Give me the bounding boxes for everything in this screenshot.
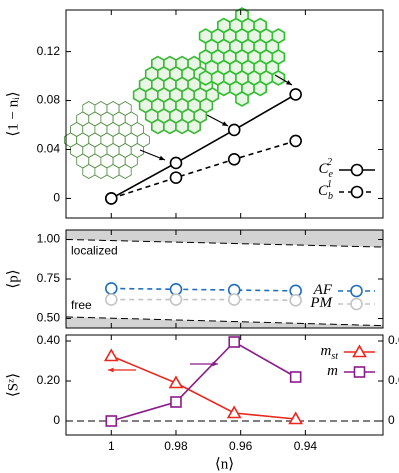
legend-sup: 1 xyxy=(327,179,332,190)
hexagon xyxy=(118,164,132,179)
marker xyxy=(169,282,183,296)
arrow-head xyxy=(108,367,114,373)
marker xyxy=(353,366,366,378)
y-axis-label: ⟨p⟩ xyxy=(5,269,21,288)
plot-frame xyxy=(65,334,384,436)
region xyxy=(66,316,383,328)
legend-name: C xyxy=(318,183,329,199)
marker xyxy=(289,134,302,148)
hexagon xyxy=(187,118,201,135)
marker xyxy=(352,344,367,358)
marker xyxy=(168,375,184,389)
y-tick-label: 0.50 xyxy=(37,311,61,325)
marker xyxy=(104,293,118,306)
hexagon xyxy=(217,80,231,97)
y-axis-label: ⟨Sᶻ⟩ xyxy=(5,373,21,397)
marker xyxy=(170,396,182,408)
legend-name: m xyxy=(327,363,338,379)
legend-name: PM xyxy=(309,295,333,311)
region-label: free xyxy=(71,298,92,312)
plot-frame xyxy=(65,9,384,219)
hexagon xyxy=(82,164,96,179)
series-line xyxy=(111,298,296,302)
hexagon xyxy=(235,91,249,107)
region-boundary xyxy=(65,238,384,248)
legend-label: AF xyxy=(313,282,333,298)
arrow-head xyxy=(212,361,218,367)
y2-tick-label: 0.02 xyxy=(388,373,399,387)
region-boundary xyxy=(65,316,384,327)
x-tick-label: 0.94 xyxy=(294,439,318,453)
marker xyxy=(289,371,302,383)
marker xyxy=(105,415,118,427)
hexagon xyxy=(163,118,177,135)
region xyxy=(66,230,383,248)
marker xyxy=(228,336,241,348)
legend-label: Ce2 xyxy=(319,157,334,180)
marker xyxy=(104,282,118,295)
hexagon xyxy=(175,118,189,135)
y-tick-label: 0.75 xyxy=(37,271,61,285)
marker xyxy=(350,163,364,177)
hexagon xyxy=(94,164,108,179)
y-tick-label: 0.20 xyxy=(37,373,61,387)
lattice-inset xyxy=(64,101,150,179)
hexagon xyxy=(151,118,165,135)
series-line xyxy=(110,355,296,420)
marker xyxy=(350,297,363,311)
legend-name: AF xyxy=(313,282,333,298)
legend-name: C xyxy=(319,161,330,177)
legend-sub: e xyxy=(329,169,334,180)
region-label: localized xyxy=(71,244,118,258)
marker xyxy=(227,293,241,306)
marker xyxy=(226,405,242,419)
marker xyxy=(289,88,302,101)
arrow-head xyxy=(286,80,292,85)
legend-label: PM xyxy=(309,295,333,311)
x-tick-label: 0.96 xyxy=(229,439,253,453)
y-tick-label: 0.12 xyxy=(37,44,61,58)
marker xyxy=(350,185,364,199)
marker xyxy=(350,284,363,298)
legend-name: m xyxy=(320,343,331,359)
legend-label: mst xyxy=(320,343,338,362)
y-tick-label: 0.04 xyxy=(37,142,61,156)
series-line xyxy=(111,340,297,422)
legend-sup: 2 xyxy=(327,157,332,168)
y2-tick-label: 0 xyxy=(388,413,395,427)
y-tick-label: 0 xyxy=(53,191,60,205)
y-axis-label: ⟨1 − nᵢ⟩ xyxy=(5,91,21,136)
x-tick-label: 1 xyxy=(108,439,115,453)
x-axis-label: ⟨n⟩ xyxy=(215,456,234,472)
y-tick-label: 1.00 xyxy=(37,232,61,246)
hexagon xyxy=(106,164,120,179)
arrow-head xyxy=(159,155,165,161)
marker xyxy=(169,293,183,306)
marker xyxy=(103,348,119,362)
y-tick-label: 0.08 xyxy=(37,93,61,107)
lattice-inset xyxy=(198,7,286,107)
legend-label: Cb1 xyxy=(318,179,333,202)
series-line xyxy=(110,93,297,200)
marker xyxy=(289,294,302,307)
marker xyxy=(288,411,304,425)
marker xyxy=(169,171,183,184)
y-tick-label: 0 xyxy=(53,413,60,427)
marker xyxy=(104,192,118,205)
hexagon xyxy=(271,70,286,86)
series-line xyxy=(111,287,296,292)
marker xyxy=(227,123,241,137)
legend-sub: b xyxy=(328,191,333,202)
legend-label: m xyxy=(327,363,338,379)
y-tick-label: 0.40 xyxy=(37,333,61,347)
marker xyxy=(227,152,241,166)
legend-sub: st xyxy=(331,351,338,362)
hexagon xyxy=(253,80,267,97)
hexagon xyxy=(198,70,213,86)
y2-tick-label: 0.04 xyxy=(388,333,399,347)
marker xyxy=(169,156,183,170)
x-tick-label: 0.98 xyxy=(164,439,188,453)
arrow-head xyxy=(222,121,228,126)
